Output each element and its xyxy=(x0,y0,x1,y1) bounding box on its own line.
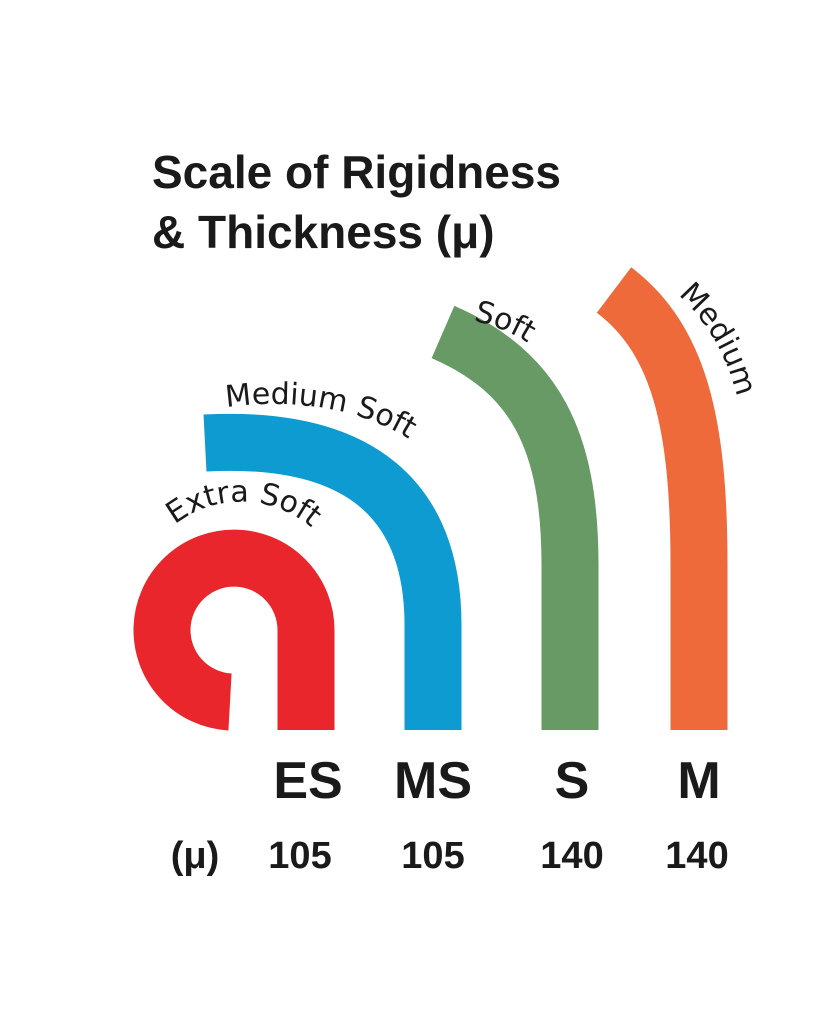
extra-soft-band xyxy=(133,529,335,731)
medium-band xyxy=(596,267,728,730)
thickness: 105 xyxy=(401,835,464,877)
title-line: & Thickness (μ) xyxy=(152,206,495,258)
arc-label-text: Extra Soft xyxy=(160,475,328,534)
thickness: 140 xyxy=(540,835,603,877)
medium-soft-band xyxy=(203,413,462,730)
code: S xyxy=(555,752,590,810)
title-line: Scale of Rigidness xyxy=(152,146,561,198)
code: M xyxy=(677,752,720,810)
thickness: 105 xyxy=(268,835,331,877)
code: MS xyxy=(394,752,472,810)
arc-label: Extra Soft xyxy=(160,475,328,534)
code: ES xyxy=(273,752,342,810)
soft-band xyxy=(431,305,599,730)
thickness: 140 xyxy=(665,835,728,877)
unit-label: (μ) xyxy=(171,835,220,877)
